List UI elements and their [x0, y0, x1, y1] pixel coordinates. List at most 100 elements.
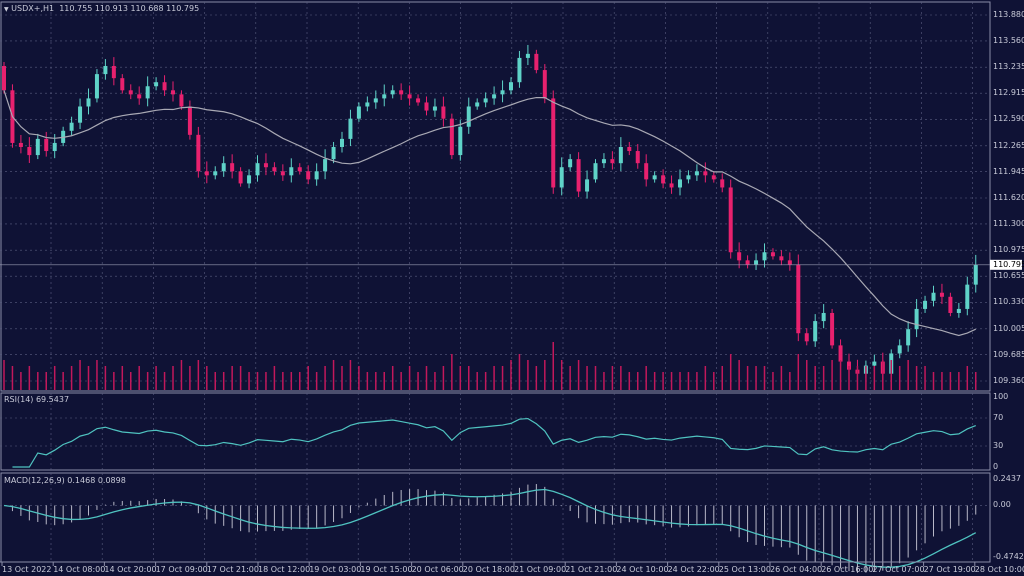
price-tick: 110.005 [993, 323, 1024, 333]
price-tick: 110.655 [993, 271, 1024, 281]
candle-body [331, 146, 336, 160]
candle-body [483, 98, 488, 103]
time-label: 14 Oct 08:00 [53, 565, 106, 574]
candle-body [128, 90, 133, 95]
candle-body [162, 82, 167, 91]
candle-body [770, 252, 775, 257]
candle-body [517, 57, 522, 83]
candle-body [297, 167, 302, 172]
candle-body [652, 175, 657, 180]
candle-body [585, 179, 590, 192]
candle-body [27, 146, 32, 156]
triangle-down-icon[interactable]: ▼ [4, 6, 9, 13]
chart-title: ▼ USDX+,H1 110.755 110.913 110.688 110.7… [4, 4, 199, 13]
time-label: 20 Oct 18:00 [462, 565, 515, 574]
candle-body [568, 159, 573, 168]
candle-body [813, 321, 818, 342]
candle-body [263, 163, 268, 168]
candle-body [416, 98, 421, 103]
rsi-label: RSI(14) 69.5437 [4, 395, 70, 404]
candle-body [745, 260, 750, 265]
candle-body [872, 361, 877, 366]
candle-body [686, 175, 691, 180]
candle-body [787, 260, 792, 265]
time-label: 24 Oct 10:00 [616, 565, 669, 574]
candle-body [280, 171, 285, 176]
candle-body [2, 66, 6, 91]
macd-label: MACD(12,26,9) 0.1468 0.0898 [4, 476, 126, 485]
price-tick: 111.945 [993, 166, 1024, 176]
candle-body [500, 90, 505, 95]
time-label: 27 Oct 07:00 [872, 565, 925, 574]
candle-body [593, 163, 598, 180]
candle-body [559, 167, 564, 188]
candle-body [196, 134, 201, 172]
candle-body [204, 171, 209, 176]
candle-body [804, 333, 809, 342]
candle-body [551, 98, 556, 188]
candle-body [796, 264, 801, 334]
candle-body [111, 66, 116, 79]
candle-body [601, 159, 606, 164]
panel-frame [0, 472, 991, 563]
candle-body [449, 118, 454, 156]
candle-body [356, 106, 361, 119]
time-label: 19 Oct 15:00 [360, 565, 413, 574]
candle-body [939, 292, 944, 297]
candle-body [35, 138, 40, 156]
time-label: 27 Oct 19:00 [923, 565, 976, 574]
macd-signal-line [3, 488, 977, 568]
rsi-tick: 70 [993, 413, 1004, 422]
candle-body [914, 308, 919, 330]
moving-average-line [3, 90, 976, 337]
candle-body [627, 146, 632, 152]
candle-body [737, 252, 742, 261]
time-label: 26 Oct 16:00 [821, 565, 874, 574]
time-label: 17 Oct 21:00 [206, 565, 259, 574]
candle-body [728, 187, 733, 253]
candle-body [187, 106, 192, 135]
candle-body [213, 171, 218, 176]
candle-body [576, 159, 581, 192]
macd-tick: 0.00 [993, 500, 1011, 510]
candle-body [542, 70, 547, 99]
candle-body [137, 94, 142, 99]
candle-body [424, 102, 429, 111]
candle-body [754, 260, 759, 265]
candle-body [382, 94, 387, 99]
candle-body [399, 90, 404, 95]
time-label: 26 Oct 04:00 [770, 565, 823, 574]
candle-body [373, 98, 378, 103]
candle-body [838, 345, 843, 362]
candle-body [644, 163, 649, 180]
candle-body [306, 171, 311, 180]
candle-body [340, 138, 344, 147]
symbol-label: USDX+,H1 [11, 4, 55, 13]
candle-body [120, 78, 125, 91]
candle-body [238, 171, 243, 184]
candle-body [711, 175, 716, 180]
candle-body [247, 175, 252, 184]
candle-body [973, 264, 978, 285]
candle-body [830, 312, 835, 346]
candle-body [52, 142, 57, 152]
candle-body [323, 159, 328, 172]
candle-body [475, 102, 480, 107]
price-tick: 110.975 [993, 245, 1024, 255]
candle-body [897, 345, 902, 354]
macd-tick: 0.2437 [993, 474, 1021, 483]
rsi-tick: 100 [993, 392, 1009, 401]
candle-body [847, 361, 851, 370]
candle-body [179, 94, 184, 107]
candle-body [365, 102, 370, 107]
candle-body [314, 171, 319, 180]
candle-body [69, 122, 74, 131]
price-tick: 111.300 [993, 218, 1024, 228]
candle-body [145, 86, 150, 99]
candle-body [762, 252, 767, 261]
candle-body [669, 183, 674, 188]
candle-body [821, 312, 826, 322]
time-label: 17 Oct 09:00 [155, 565, 208, 574]
candle-body [965, 284, 970, 309]
